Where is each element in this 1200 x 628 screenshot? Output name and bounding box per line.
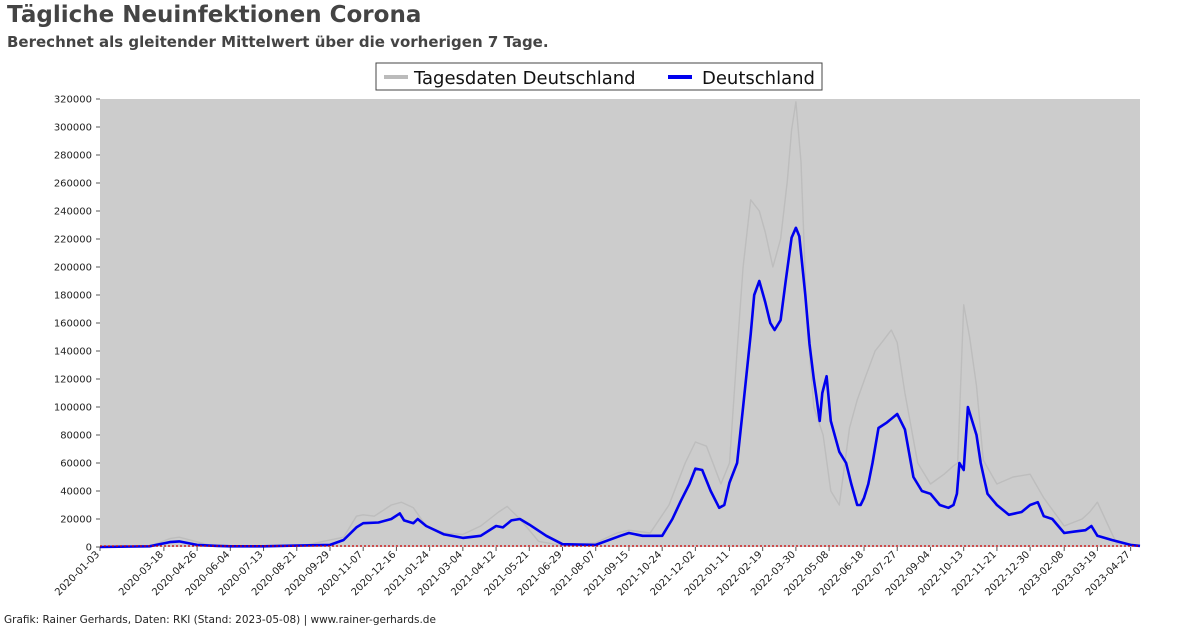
y-axis-ticks: 0 20000 40000 60000 80000 100000 120000 140000 1…	[54, 95, 100, 554]
y-tick-label: 160000	[54, 319, 92, 330]
page-subtitle: Berechnet als gleitender Mittelwert über…	[7, 33, 549, 51]
series-line-daily	[99, 101, 1141, 548]
y-tick-label: 300000	[54, 123, 92, 134]
y-tick-label: 80000	[60, 431, 92, 442]
y-tick-label: 100000	[54, 403, 92, 414]
y-tick-label: 280000	[54, 151, 92, 162]
legend-box	[375, 62, 823, 91]
y-tick-label: 220000	[54, 235, 92, 246]
y-tick-label: 60000	[60, 459, 92, 470]
y-tick-label: 20000	[60, 515, 92, 526]
legend: Tagesdaten Deutschland Deutschland	[375, 62, 823, 91]
x-axis-ticks: 2020-01-03 2020-03-182020-04-262020-06-04…	[53, 547, 1133, 598]
y-tick-label: 180000	[54, 291, 92, 302]
legend-label-daily: Tagesdaten Deutschland	[413, 68, 636, 89]
y-tick-label: 140000	[54, 347, 92, 358]
footer-credit: Grafik: Rainer Gerhards, Daten: RKI (Sta…	[4, 614, 436, 626]
y-tick-label: 0	[86, 543, 92, 554]
y-tick-label: 240000	[54, 207, 92, 218]
series-line-avg	[99, 226, 1141, 549]
series-layer	[99, 101, 1141, 549]
y-tick-label: 260000	[54, 179, 92, 190]
y-tick-label: 120000	[54, 375, 92, 386]
y-tick-label: 320000	[54, 95, 92, 106]
y-tick-label: 40000	[60, 487, 92, 498]
legend-label-avg: Deutschland	[702, 68, 815, 89]
page-title: Tägliche Neuinfektionen Corona	[7, 2, 422, 28]
y-tick-label: 200000	[54, 263, 92, 274]
x-tick-label: 2020-01-03	[53, 549, 102, 598]
